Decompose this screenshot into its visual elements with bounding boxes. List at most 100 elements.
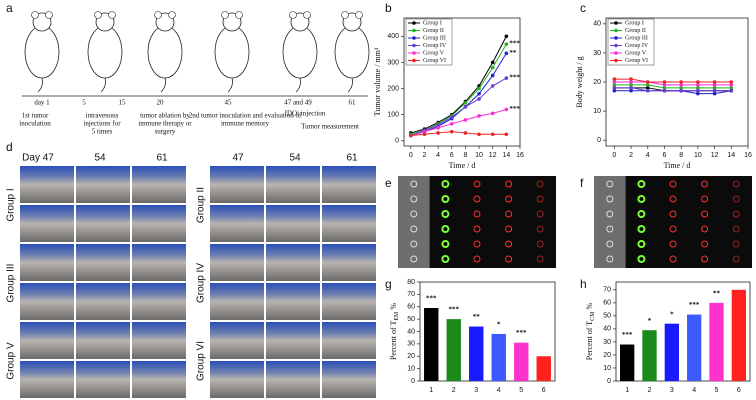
- cell: [701, 180, 709, 188]
- bar: [536, 356, 551, 381]
- legend-label: Group IV: [423, 43, 447, 49]
- cell: [606, 180, 614, 188]
- significance: *: [648, 317, 652, 325]
- cell: [410, 255, 418, 263]
- data-point: [712, 88, 717, 93]
- timeline-caption: injections for: [83, 120, 121, 128]
- mouse-tail: [37, 77, 43, 93]
- y-tick-label: 40: [603, 326, 611, 333]
- data-point: [712, 91, 717, 96]
- legend-label: Group V: [625, 50, 647, 56]
- group-label: Group I: [6, 188, 17, 221]
- cell: [473, 225, 481, 233]
- data-point: [504, 34, 509, 39]
- bar: [514, 342, 529, 381]
- cell: [536, 225, 544, 233]
- cell: [410, 180, 418, 188]
- cell: [669, 195, 677, 203]
- timeline-caption: intravenous: [86, 112, 119, 120]
- y-tick-label: 300: [387, 59, 399, 66]
- cell: [701, 240, 709, 248]
- significance: *: [670, 310, 674, 318]
- series-line: [410, 77, 507, 137]
- data-point: [629, 86, 633, 90]
- mouse-photo: [20, 205, 74, 242]
- cell: [441, 210, 450, 218]
- y-tick-label: 80: [407, 279, 415, 286]
- x-tick-label: 2: [629, 152, 633, 159]
- cell: [410, 240, 418, 248]
- data-point: [645, 88, 650, 93]
- cell: [701, 225, 709, 233]
- bar: [642, 330, 657, 381]
- series-line: [410, 131, 507, 137]
- y-tick-label: 50: [603, 313, 611, 320]
- mouse-photo: [266, 166, 320, 203]
- brightfield-column: [594, 176, 626, 268]
- timeline-caption: Tumor measurement: [301, 123, 359, 131]
- x-tick-label: 14: [727, 152, 735, 159]
- series-line: [614, 84, 732, 89]
- cell: [410, 210, 418, 218]
- y-tick-label: 30: [593, 50, 601, 57]
- data-point: [490, 65, 495, 70]
- series-line: [614, 78, 732, 83]
- panel-letter: c: [580, 1, 586, 15]
- x-tick-label: 0: [612, 152, 616, 159]
- data-point: [679, 86, 683, 90]
- mouse-photo: [210, 205, 264, 242]
- mouse-ear: [45, 11, 53, 19]
- cell: [505, 225, 513, 233]
- x-tick-label: 4: [497, 387, 501, 394]
- data-point: [477, 132, 481, 137]
- y-tick-label: 60: [603, 300, 611, 307]
- data-point: [504, 132, 509, 137]
- legend-label: Group I: [625, 20, 644, 26]
- data-point: [422, 129, 427, 134]
- cell: [536, 180, 544, 188]
- mouse-photo: [20, 322, 74, 359]
- cell: [536, 240, 544, 248]
- legend-label: Group VI: [423, 58, 446, 64]
- cell: [669, 225, 677, 233]
- day-header: 61: [156, 153, 168, 164]
- legend-marker: [614, 51, 618, 55]
- mouse-tail: [160, 77, 166, 93]
- data-point: [712, 86, 717, 90]
- significance: ***: [509, 74, 520, 82]
- data-point: [696, 80, 700, 84]
- legend-marker: [412, 51, 416, 55]
- y-axis-label: Tumor volume / mm³: [373, 47, 382, 116]
- data-point: [504, 107, 509, 112]
- significance: **: [509, 49, 516, 57]
- y-label-part: CM: [590, 311, 596, 321]
- y-label-part: %: [585, 302, 594, 311]
- data-point: [490, 132, 495, 137]
- day-header: 47: [232, 153, 244, 164]
- cell: [637, 225, 646, 233]
- x-tick-label: 2: [452, 387, 456, 394]
- mouse-ear: [31, 11, 39, 19]
- mouse-ear: [235, 11, 243, 19]
- cell: [732, 240, 740, 248]
- mouse-ear: [355, 11, 363, 19]
- significance: **: [473, 313, 481, 321]
- data-point: [612, 86, 617, 90]
- data-point: [477, 114, 481, 118]
- panel-letter: b: [385, 1, 392, 15]
- series-line: [410, 36, 507, 134]
- series-line: [614, 87, 732, 92]
- series-line: [614, 81, 732, 86]
- day-header: 54: [289, 153, 301, 164]
- mouse-photo: [266, 244, 320, 281]
- y-tick-label: 70: [407, 291, 415, 298]
- cell: [441, 255, 450, 263]
- cell: [606, 210, 614, 218]
- data-point: [477, 91, 481, 96]
- mouse-icon: [334, 11, 370, 93]
- mouse-ear: [303, 11, 311, 19]
- mouse-photo: [132, 322, 186, 359]
- bar: [664, 323, 679, 381]
- day-label: 45: [225, 99, 233, 107]
- legend-box: [405, 18, 453, 66]
